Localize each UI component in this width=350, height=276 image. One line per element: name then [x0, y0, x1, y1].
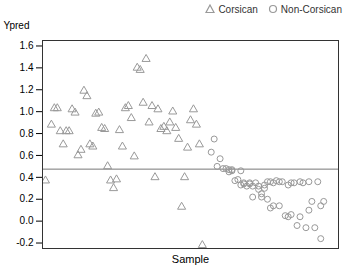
svg-text:0.2: 0.2	[20, 193, 34, 204]
svg-text:0.0: 0.0	[20, 215, 34, 226]
svg-text:1.4: 1.4	[20, 62, 34, 73]
svg-text:Ypred: Ypred	[4, 20, 30, 31]
svg-text:0.4: 0.4	[20, 172, 34, 183]
svg-text:0.6: 0.6	[20, 150, 34, 161]
svg-text:Sample: Sample	[172, 253, 209, 265]
svg-text:1.0: 1.0	[20, 106, 34, 117]
svg-text:-0.2: -0.2	[16, 237, 34, 248]
html-text:Corsican: Corsican	[218, 3, 258, 15]
html-text:Non-Corsican: Non-Corsican	[280, 3, 342, 15]
svg-text:0.8: 0.8	[20, 128, 34, 139]
svg-text:1.2: 1.2	[20, 84, 34, 95]
svg-text:1.6: 1.6	[20, 40, 34, 51]
